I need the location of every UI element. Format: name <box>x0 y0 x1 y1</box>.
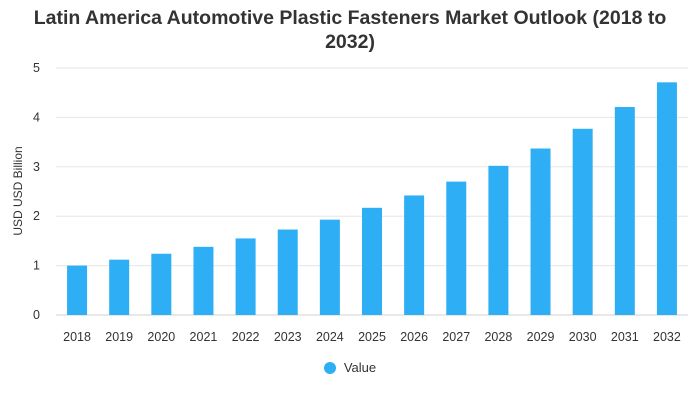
x-tick-label: 2028 <box>484 330 512 344</box>
bar-2026[interactable] <box>404 195 425 315</box>
y-tick-label: 0 <box>33 308 40 322</box>
y-axis-label: USD USD Billion <box>11 146 25 235</box>
bar-2032[interactable] <box>656 82 677 316</box>
x-tick-label: 2018 <box>63 330 91 344</box>
y-tick-label: 1 <box>33 259 40 273</box>
bar-2018[interactable] <box>67 265 88 315</box>
x-tick-label: 2030 <box>569 330 597 344</box>
bar-2027[interactable] <box>446 181 467 315</box>
x-tick-label: 2024 <box>316 330 344 344</box>
x-tick-label: 2026 <box>400 330 428 344</box>
y-tick-label: 5 <box>33 61 40 75</box>
x-tick-label: 2021 <box>190 330 218 344</box>
bar-2028[interactable] <box>488 165 509 315</box>
y-tick-labels: 0 1 2 3 4 5 <box>33 61 40 322</box>
x-tick-label: 2020 <box>147 330 175 344</box>
y-tick-label: 2 <box>33 209 40 223</box>
bar-2024[interactable] <box>319 219 340 315</box>
x-tick-labels: 2018 2019 2020 2021 2022 2023 2024 2025 2026 2027… <box>63 330 681 344</box>
x-tick-label: 2025 <box>358 330 386 344</box>
x-tick-label: 2023 <box>274 330 302 344</box>
bar-2031[interactable] <box>614 107 635 315</box>
x-tick-label: 2022 <box>232 330 260 344</box>
x-tick-label: 2019 <box>105 330 133 344</box>
x-tick-label: 2027 <box>442 330 470 344</box>
bar-2023[interactable] <box>277 229 298 315</box>
bar-2025[interactable] <box>362 207 382 315</box>
x-tick-label: 2032 <box>653 330 681 344</box>
bar-2029[interactable] <box>530 148 551 315</box>
legend[interactable]: Value <box>0 360 700 375</box>
bars <box>67 82 677 316</box>
bar-2022[interactable] <box>235 238 256 315</box>
y-tick-label: 4 <box>33 110 40 124</box>
bar-2030[interactable] <box>572 128 593 315</box>
x-tick-label: 2031 <box>611 330 639 344</box>
chart-title: Latin America Automotive Plastic Fastene… <box>33 7 667 53</box>
bar-2019[interactable] <box>109 259 130 315</box>
legend-swatch <box>323 361 336 374</box>
x-tick-label: 2029 <box>527 330 555 344</box>
bar-2020[interactable] <box>151 253 172 315</box>
bar-2021[interactable] <box>193 246 214 315</box>
legend-label: Value <box>343 360 377 375</box>
y-tick-label: 3 <box>33 160 40 174</box>
